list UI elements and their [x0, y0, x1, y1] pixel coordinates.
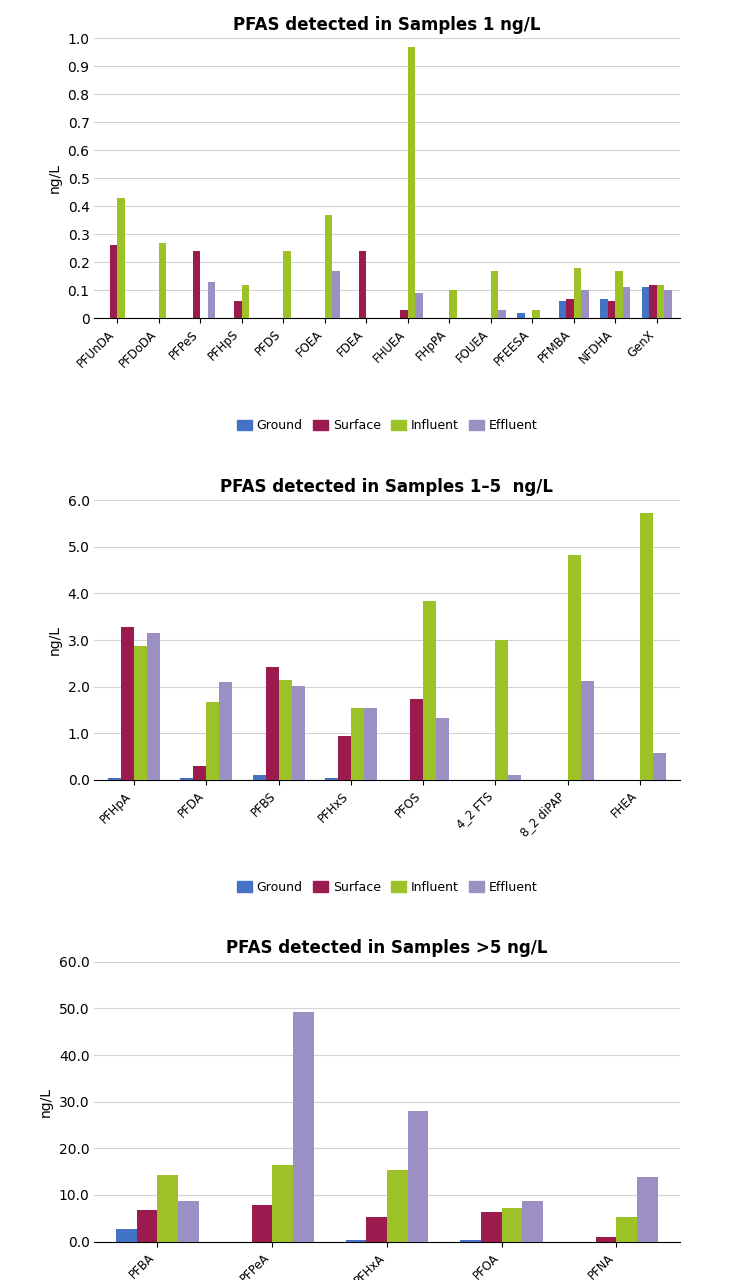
- Legend: Ground, Surface, Influent, Effluent: Ground, Surface, Influent, Effluent: [232, 876, 542, 899]
- Title: PFAS detected in Samples 1–5  ng/L: PFAS detected in Samples 1–5 ng/L: [220, 477, 553, 495]
- Bar: [158, 1175, 178, 1242]
- Bar: [208, 282, 215, 319]
- Bar: [664, 291, 672, 319]
- Bar: [415, 293, 423, 319]
- Bar: [337, 736, 351, 780]
- Bar: [600, 298, 608, 319]
- Bar: [283, 251, 291, 319]
- Bar: [408, 1111, 428, 1242]
- Bar: [137, 1210, 158, 1242]
- Bar: [364, 708, 377, 780]
- Bar: [566, 298, 574, 319]
- Bar: [581, 681, 593, 780]
- Y-axis label: ng/L: ng/L: [48, 164, 62, 193]
- Bar: [291, 686, 304, 780]
- Bar: [596, 1236, 616, 1242]
- Title: PFAS detected in Samples 1 ng/L: PFAS detected in Samples 1 ng/L: [233, 17, 541, 35]
- Bar: [359, 251, 366, 319]
- Bar: [436, 718, 449, 780]
- Bar: [615, 270, 623, 319]
- Bar: [178, 1201, 199, 1242]
- Bar: [325, 215, 332, 319]
- Bar: [449, 291, 457, 319]
- Bar: [159, 243, 166, 319]
- Bar: [616, 1217, 637, 1242]
- Bar: [637, 1178, 658, 1242]
- Bar: [559, 301, 566, 319]
- Bar: [251, 1206, 273, 1242]
- Bar: [522, 1201, 543, 1242]
- Bar: [108, 777, 121, 780]
- Bar: [608, 301, 615, 319]
- Bar: [346, 1240, 366, 1242]
- Bar: [568, 554, 581, 780]
- Title: PFAS detected in Samples >5 ng/L: PFAS detected in Samples >5 ng/L: [226, 940, 547, 957]
- Bar: [508, 776, 521, 780]
- Bar: [332, 270, 340, 319]
- Bar: [623, 288, 630, 319]
- Bar: [134, 645, 147, 780]
- Bar: [121, 627, 134, 780]
- Bar: [491, 270, 498, 319]
- Bar: [517, 312, 525, 319]
- Bar: [193, 765, 206, 780]
- Bar: [279, 680, 291, 780]
- Bar: [220, 682, 233, 780]
- Legend: Ground, Surface, Influent, Effluent: Ground, Surface, Influent, Effluent: [232, 413, 542, 436]
- Bar: [657, 284, 664, 319]
- Bar: [109, 246, 117, 319]
- Bar: [481, 1212, 501, 1242]
- Bar: [642, 288, 649, 319]
- Bar: [639, 513, 653, 780]
- Bar: [242, 284, 249, 319]
- Bar: [116, 1229, 137, 1242]
- Bar: [147, 634, 160, 780]
- Bar: [501, 1207, 522, 1242]
- Bar: [253, 776, 266, 780]
- Bar: [351, 708, 364, 780]
- Bar: [581, 291, 589, 319]
- Bar: [366, 1217, 387, 1242]
- Bar: [193, 251, 200, 319]
- Y-axis label: ng/L: ng/L: [48, 625, 62, 655]
- Bar: [495, 640, 508, 780]
- Bar: [234, 301, 242, 319]
- Y-axis label: ng/L: ng/L: [39, 1087, 53, 1116]
- Bar: [266, 667, 279, 780]
- Bar: [574, 268, 581, 319]
- Bar: [206, 701, 220, 780]
- Bar: [498, 310, 506, 319]
- Bar: [653, 753, 666, 780]
- Bar: [649, 284, 657, 319]
- Bar: [461, 1240, 481, 1242]
- Bar: [325, 777, 337, 780]
- Bar: [410, 699, 423, 780]
- Bar: [400, 310, 408, 319]
- Bar: [273, 1165, 293, 1242]
- Bar: [117, 198, 125, 319]
- Bar: [293, 1012, 313, 1242]
- Bar: [423, 602, 436, 780]
- Bar: [387, 1170, 408, 1242]
- Bar: [532, 310, 540, 319]
- Bar: [180, 777, 193, 780]
- Bar: [408, 47, 415, 319]
